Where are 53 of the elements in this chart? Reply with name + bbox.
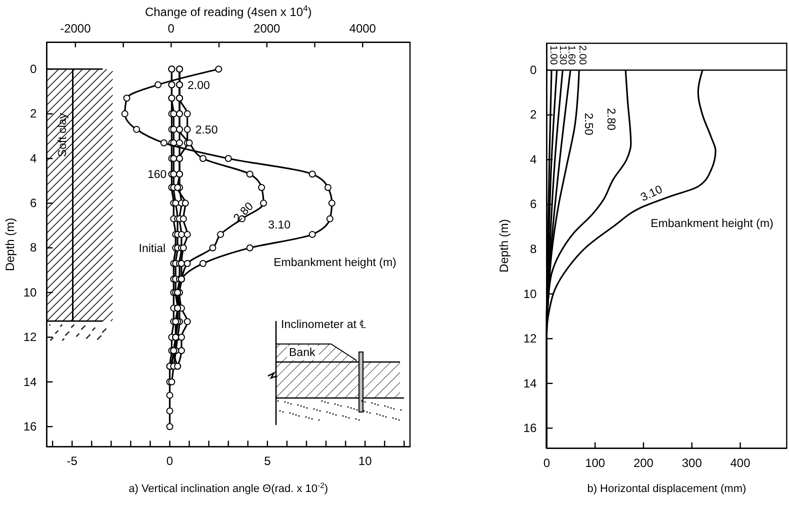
y-tick-label: 4 bbox=[30, 151, 38, 166]
x-axis-title: b) Horizontal displacement (mm) bbox=[587, 483, 746, 495]
annotation: Soft clay bbox=[57, 112, 69, 158]
series-label: Initial bbox=[138, 242, 166, 255]
series-label: 160 bbox=[147, 169, 167, 182]
x-tick-label: 0 bbox=[166, 454, 174, 468]
text: 2.00 bbox=[576, 45, 588, 66]
x2-tick-label: 0 bbox=[168, 21, 175, 36]
y-tick-label: 0 bbox=[30, 62, 38, 76]
y-tick-label: 14 bbox=[523, 376, 538, 390]
y-tick-label: 14 bbox=[23, 374, 38, 389]
text: 2.80 bbox=[604, 108, 617, 130]
y-tick-label: 6 bbox=[530, 197, 538, 212]
text: 2.50 bbox=[582, 112, 594, 136]
annotation: Embankment height (m) bbox=[274, 257, 397, 269]
x-tick-label: 10 bbox=[358, 454, 372, 468]
x-tick-label: -5 bbox=[66, 454, 78, 468]
x-tick-label: 100 bbox=[585, 456, 606, 470]
x2-tick-label: 4000 bbox=[349, 21, 376, 36]
x-tick-label: 300 bbox=[682, 456, 702, 470]
y-axis-title: Depth (m) bbox=[3, 218, 17, 272]
y-tick-label: 0 bbox=[530, 62, 538, 77]
x-tick-label: 0 bbox=[543, 456, 550, 470]
x-axis-title: a) Vertical inclination angle Θ(rad. x 10$^{-2}$) bbox=[128, 480, 328, 495]
y-tick-label: 10 bbox=[523, 286, 538, 301]
text: 1.00 bbox=[548, 45, 559, 66]
y-tick-label: 8 bbox=[530, 242, 538, 256]
y-tick-label: 16 bbox=[23, 419, 38, 434]
text: 1.30 bbox=[557, 45, 568, 66]
x2-axis-title: Change of reading (4sen x 10$^{4}$) bbox=[144, 3, 312, 19]
x2-tick-label: -2000 bbox=[60, 21, 92, 36]
y-tick-label: 2 bbox=[30, 106, 38, 121]
series-label: 2.50 bbox=[195, 124, 218, 136]
y-tick-label: 12 bbox=[523, 332, 538, 346]
series-label: 3.10 bbox=[268, 219, 291, 232]
y-axis-title: Depth (m) bbox=[497, 219, 511, 272]
text: 1.60 bbox=[566, 45, 578, 66]
series-label: 2.00 bbox=[188, 80, 210, 92]
y-tick-label: 8 bbox=[30, 240, 38, 255]
x-tick-label: 200 bbox=[633, 456, 654, 470]
x-tick-label: 400 bbox=[730, 456, 751, 470]
y-tick-label: 6 bbox=[30, 196, 38, 210]
x2-tick-label: 2000 bbox=[254, 21, 281, 36]
y-tick-label: 10 bbox=[23, 285, 38, 300]
y-tick-label: 16 bbox=[523, 421, 538, 435]
y-tick-label: 12 bbox=[23, 330, 38, 344]
text: 3.10 bbox=[639, 184, 664, 204]
y-tick-label: 2 bbox=[530, 108, 538, 122]
x-tick-label: 5 bbox=[264, 454, 272, 468]
y-tick-label: 4 bbox=[530, 152, 538, 166]
annotation: Bank bbox=[289, 347, 316, 359]
annotation: Embankment height (m) bbox=[650, 218, 774, 230]
annotation: Inclinometer at ℄ bbox=[281, 319, 367, 331]
